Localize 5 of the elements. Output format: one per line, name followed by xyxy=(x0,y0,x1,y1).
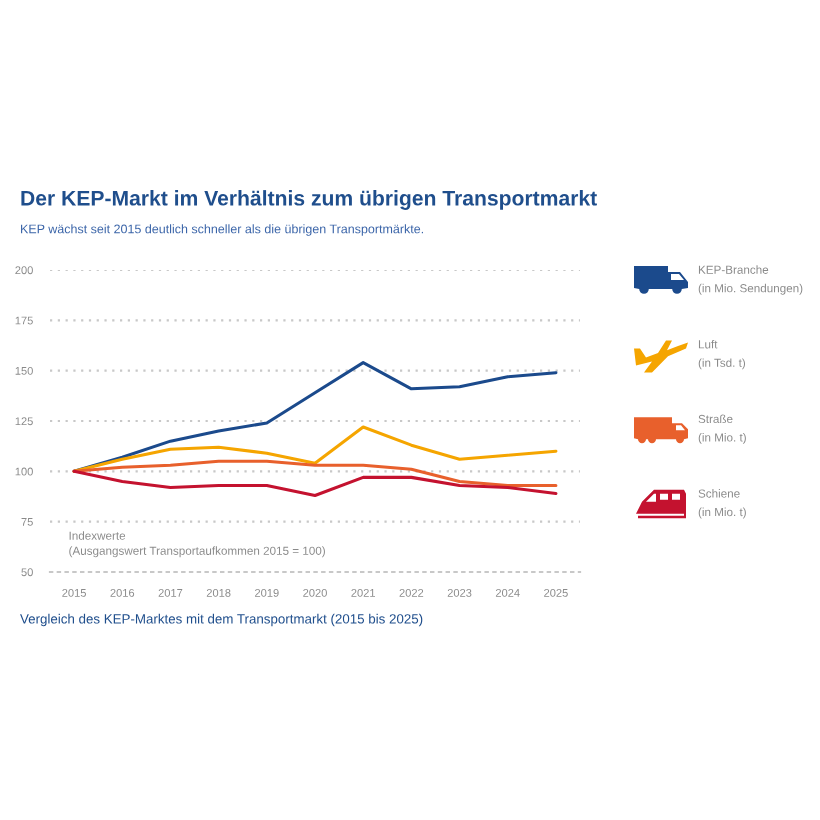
line-series xyxy=(72,459,558,487)
chart-title: Der KEP-Markt im Verhältnis zum übrigen Transportmarkt xyxy=(21,190,597,210)
line-series xyxy=(72,469,558,498)
line-series xyxy=(72,425,558,473)
line-series xyxy=(72,361,558,473)
